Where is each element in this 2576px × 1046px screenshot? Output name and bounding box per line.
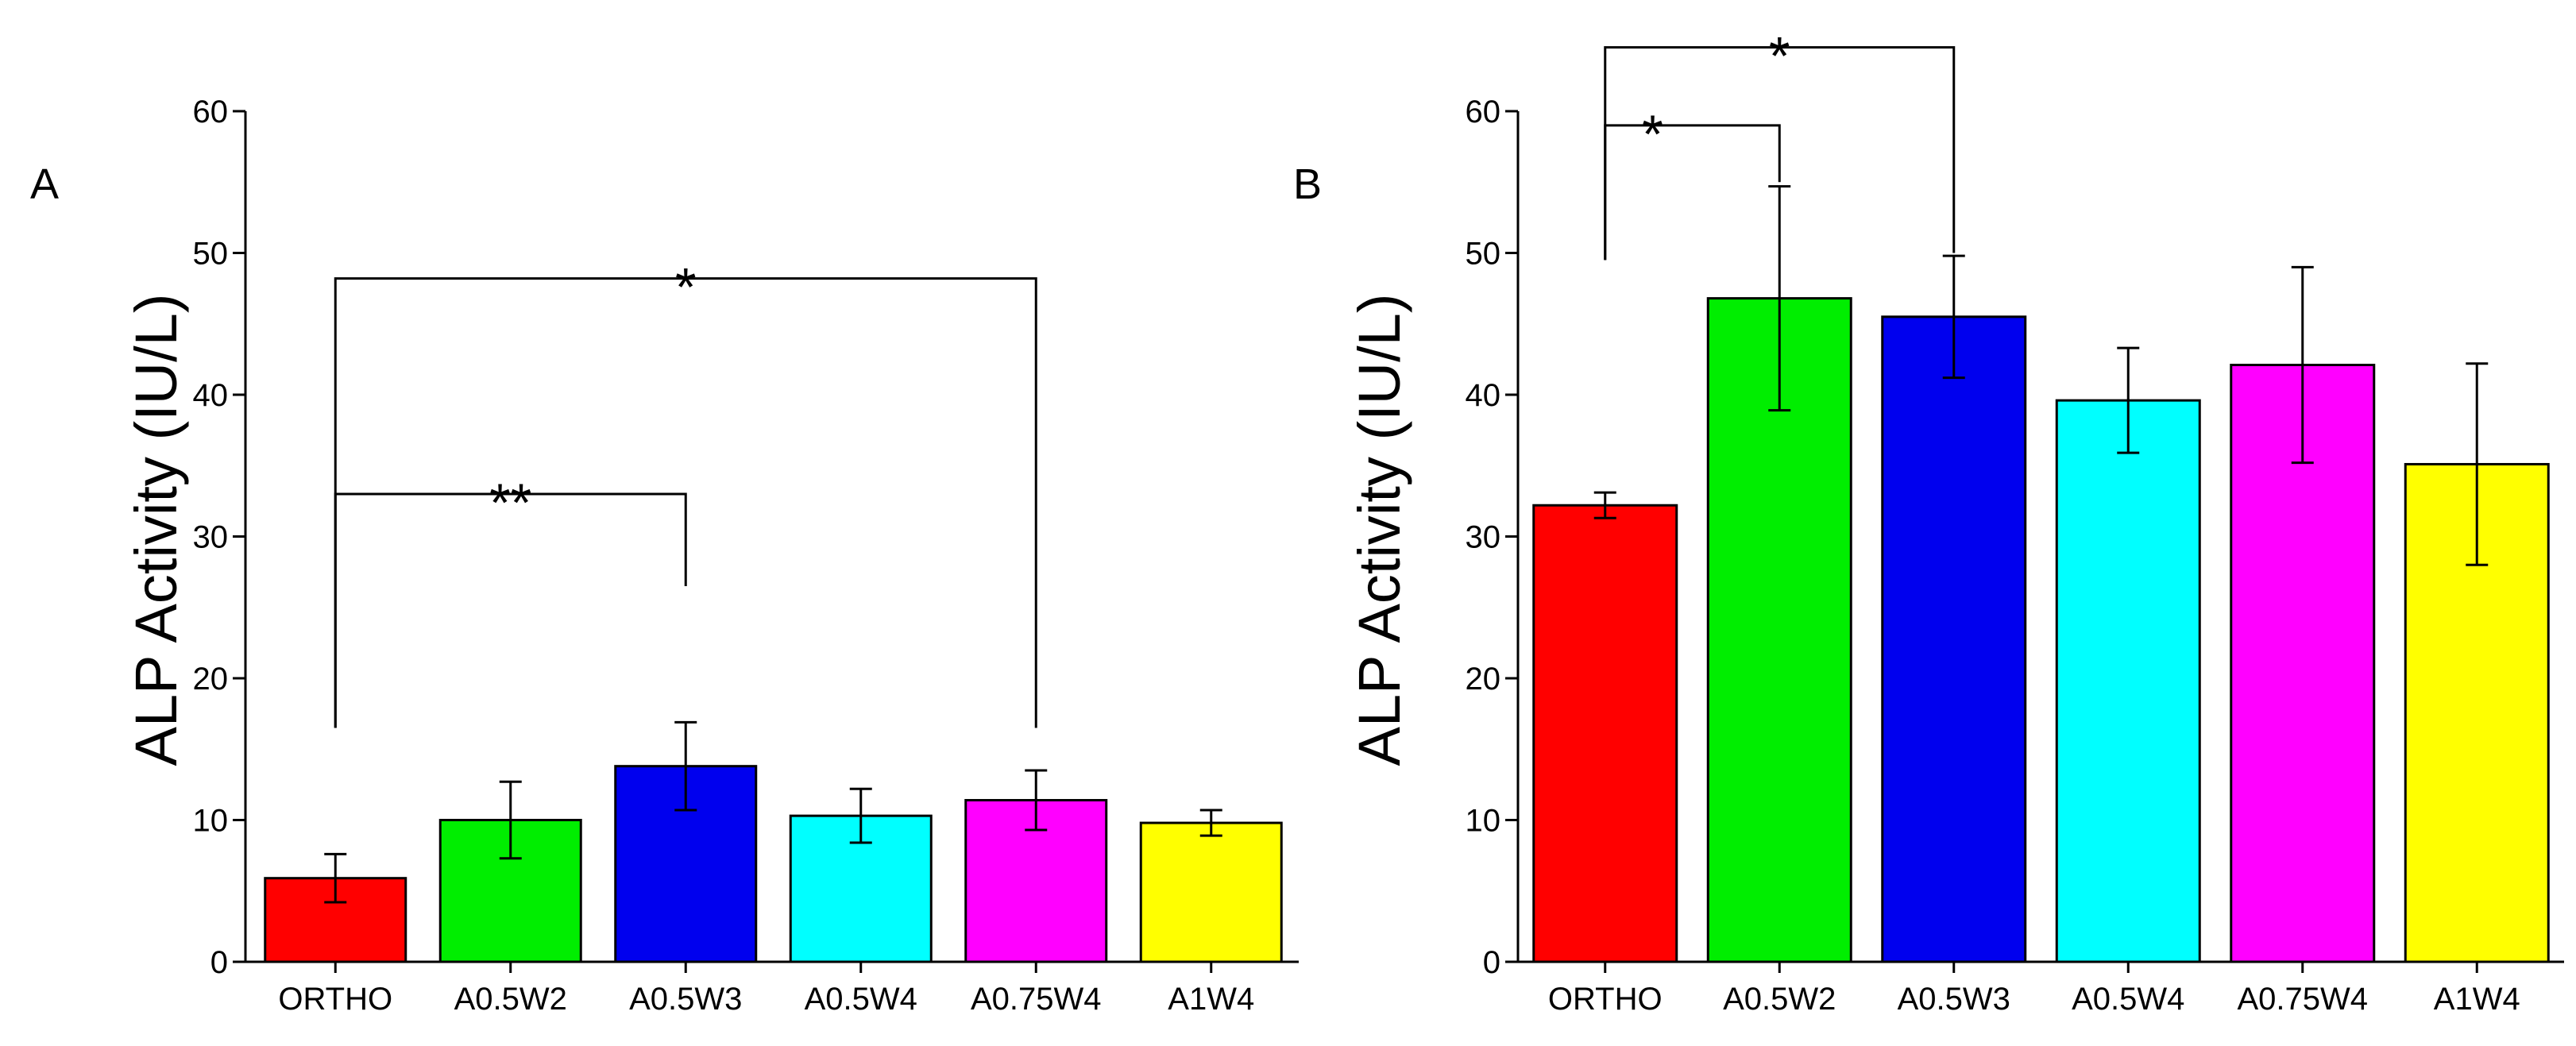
- x-tick-label: A1W4: [2434, 982, 2520, 1017]
- y-tick-label: 30: [1466, 520, 1501, 555]
- y-tick-label: 0: [1483, 945, 1500, 980]
- x-tick-label: A0.5W3: [1898, 982, 2010, 1017]
- y-tick-label: 40: [1466, 378, 1501, 413]
- y-tick-label: 10: [193, 804, 229, 839]
- panel-b: B ALP Activity (IU/L) 0 10 20 30 40 50 60 ORTHO A0…: [1293, 26, 2564, 1017]
- significance-label: *: [1642, 104, 1663, 164]
- significance-bracket: [1604, 124, 1781, 261]
- x-tick-label: A0.5W2: [1723, 982, 1836, 1017]
- significance-label: **: [489, 473, 531, 533]
- significance-label: *: [675, 257, 696, 318]
- y-axis-title: ALP Activity (IU/L): [123, 294, 189, 766]
- bar-a0-5w4: [2055, 399, 2201, 963]
- x-tick-label: A0.5W3: [629, 982, 742, 1017]
- y-tick-label: 20: [1466, 662, 1501, 697]
- y-tick-label: 0: [210, 945, 228, 980]
- significance-bracket: [1604, 46, 1956, 261]
- y-tick-label: 20: [193, 662, 229, 697]
- x-tick-label: ORTHO: [278, 982, 392, 1017]
- significance-label: *: [1769, 26, 1790, 87]
- y-tick-label: 60: [193, 95, 229, 129]
- bar-a1w4: [1139, 821, 1283, 963]
- y-axis-title: ALP Activity (IU/L): [1346, 294, 1412, 766]
- bar-ortho: [1532, 504, 1678, 963]
- x-tick-label: A0.75W4: [2237, 982, 2368, 1017]
- panel-a: A ALP Activity (IU/L) 0 10 20 30 40 50 60 ORTHO A0…: [30, 95, 1299, 1017]
- x-tick-label: A1W4: [1168, 982, 1254, 1017]
- x-tick-label: ORTHO: [1548, 982, 1663, 1017]
- bar-a0-5w3: [1881, 315, 2027, 963]
- panel-label: B: [1293, 160, 1322, 208]
- x-tick-label: A0.5W2: [454, 982, 567, 1017]
- y-tick-label: 10: [1466, 804, 1501, 839]
- x-tick-label: A0.5W4: [2072, 982, 2184, 1017]
- y-tick-label: 60: [1466, 95, 1501, 129]
- x-tick-label: A0.5W4: [805, 982, 917, 1017]
- y-tick-label: 40: [193, 378, 229, 413]
- panel-label: A: [30, 160, 59, 208]
- y-tick-label: 50: [1466, 237, 1501, 272]
- x-tick-label: A0.75W4: [971, 982, 1102, 1017]
- y-tick-label: 50: [193, 237, 229, 272]
- significance-bracket: [334, 492, 687, 728]
- y-tick-label: 30: [193, 520, 229, 555]
